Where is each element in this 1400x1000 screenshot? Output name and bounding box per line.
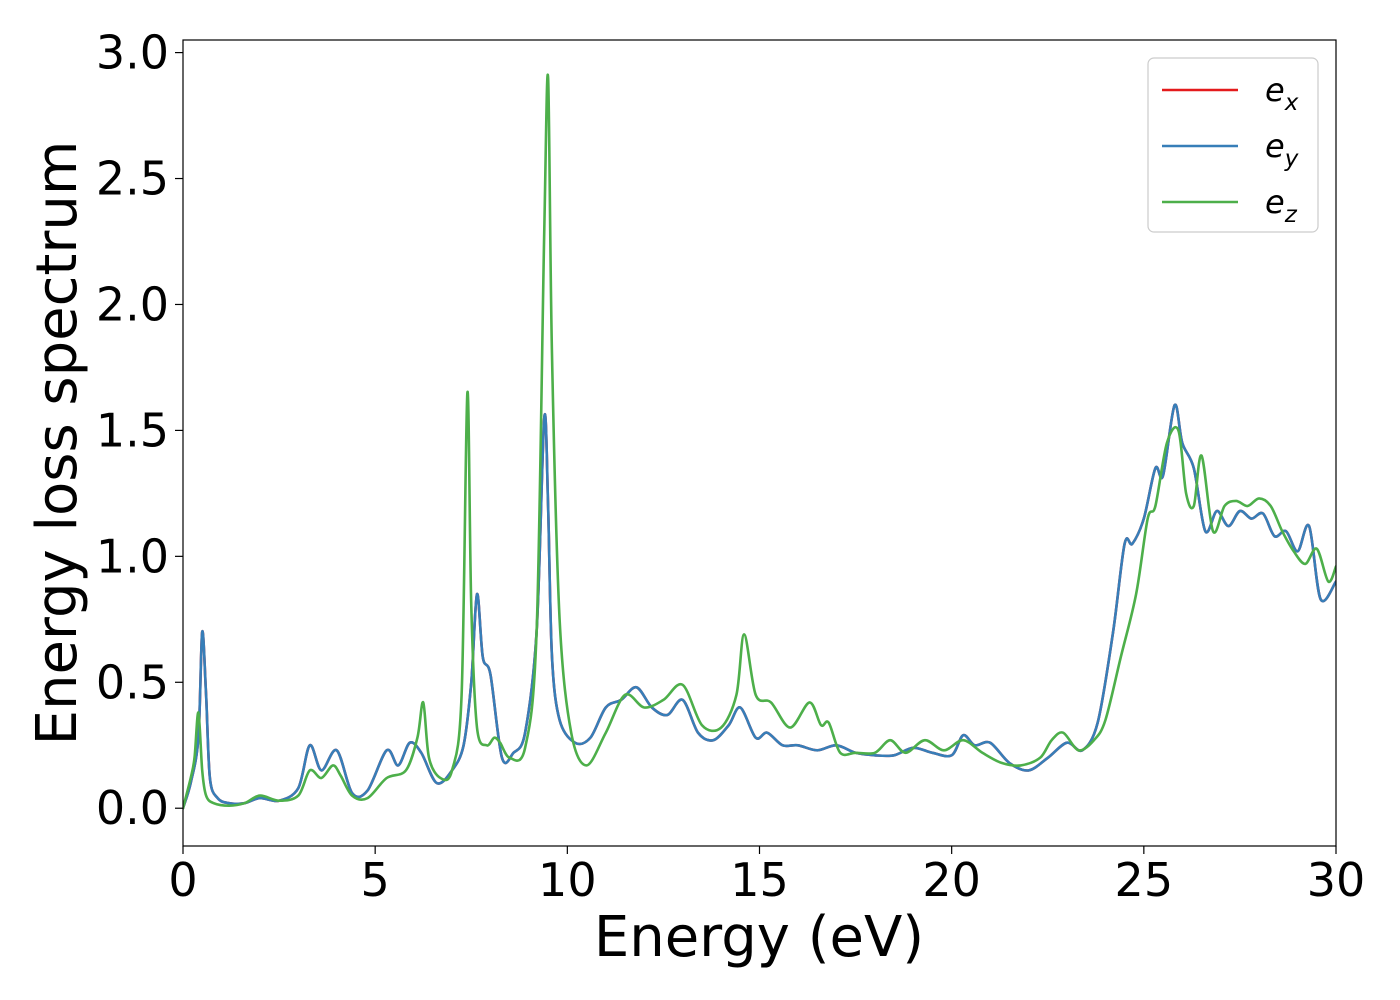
y-tick-label: 2.0 [96, 277, 169, 331]
series-layer [183, 73, 1336, 810]
x-axis: 0 5 10 15 20 25 30 [168, 846, 1365, 907]
plot-background [183, 40, 1336, 846]
legend-label-y: ey [1265, 127, 1299, 172]
legend-label-x: ex [1265, 71, 1299, 116]
y-tick-label: 0.0 [96, 781, 169, 835]
legend: ex ey ez [1147, 57, 1319, 233]
x-tick-label: 10 [538, 853, 597, 907]
x-tick-label: 5 [361, 853, 390, 907]
x-tick-label: 20 [922, 853, 981, 907]
series-line-z [183, 73, 1336, 810]
x-tick-label: 25 [1115, 853, 1174, 907]
y-tick-label: 1.5 [96, 403, 169, 457]
y-tick-label: 2.5 [96, 152, 169, 206]
x-tick-label: 15 [730, 853, 789, 907]
y-axis: 0.0 0.5 1.0 1.5 2.0 2.5 3.0 [96, 26, 183, 835]
y-tick-label: 3.0 [96, 26, 169, 80]
x-tick-label: 0 [168, 853, 197, 907]
x-tick-label: 30 [1307, 853, 1366, 907]
y-tick-label: 0.5 [96, 655, 169, 709]
y-axis-label: Energy loss spectrum [25, 141, 90, 746]
x-axis-label: Energy (eV) [594, 905, 924, 970]
legend-label-z: ez [1265, 183, 1298, 228]
series-line-y [183, 403, 1336, 810]
y-tick-label: 1.0 [96, 529, 169, 583]
